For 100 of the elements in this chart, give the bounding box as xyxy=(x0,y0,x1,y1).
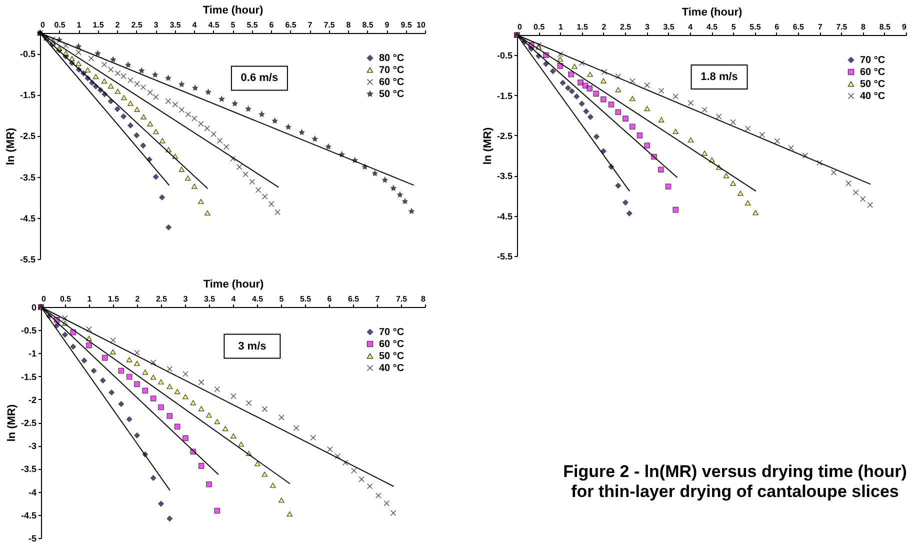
legend-label: 60 °C xyxy=(379,339,404,350)
x-tick-label: 8 xyxy=(421,294,426,304)
y-tick-label: -4.5 xyxy=(20,213,36,224)
x-tick-label: 1 xyxy=(87,294,92,304)
legend-label: 50 °C xyxy=(860,79,886,90)
x-tick-label: 7 xyxy=(308,20,313,30)
y-axis-title: ln (MR) xyxy=(482,127,494,165)
x-tick-label: 2.5 xyxy=(620,22,632,32)
x-tick-label: 8.5 xyxy=(879,22,891,32)
legend-label: 60 °C xyxy=(860,67,886,78)
x-tick-label: 0 xyxy=(42,294,46,304)
annotation: 3 m/s xyxy=(238,340,266,352)
x-tick-label: 2 xyxy=(135,294,140,304)
x-tick-label: 10 xyxy=(416,20,426,30)
legend-label: 70 °C xyxy=(379,65,404,76)
x-axis-title: Time (hour) xyxy=(682,6,742,18)
y-tick-label: -5 xyxy=(28,534,36,543)
annotation: 1.8 m/s xyxy=(700,70,738,83)
caption: Figure 2 - ln(MR) versus drying time (hour) for thin-layer drying of cantaloupe slices xyxy=(562,462,908,502)
y-tick-label: -2.5 xyxy=(20,131,36,142)
x-tick-label: 2 xyxy=(115,20,120,30)
y-tick-label: -1.5 xyxy=(20,372,36,382)
x-tick-label: 6.5 xyxy=(792,22,805,32)
legend-label: 70 °C xyxy=(379,327,404,338)
y-tick-label: -1.5 xyxy=(496,90,512,101)
legend-label: 40 °C xyxy=(860,91,886,102)
x-tick-label: 4 xyxy=(688,22,694,32)
x-tick-label: 6.5 xyxy=(285,20,297,30)
x-tick-label: 1 xyxy=(558,22,564,32)
annotation: 0.6 m/s xyxy=(240,72,278,84)
x-tick-label: 8.5 xyxy=(362,20,374,30)
x-tick-label: 3 xyxy=(183,294,188,304)
y-tick-label: -2.5 xyxy=(496,130,512,141)
y-tick-label: -3.5 xyxy=(20,464,36,474)
legend-label: 60 °C xyxy=(379,77,404,88)
y-tick-label: -0.5 xyxy=(496,50,512,61)
legend-label: 40 °C xyxy=(379,363,404,374)
y-tick-label: -3.5 xyxy=(496,171,512,182)
x-axis-title: Time (hour) xyxy=(203,278,264,290)
x-tick-label: 3 xyxy=(154,20,159,30)
x-tick-label: 0.5 xyxy=(54,20,66,30)
y-tick-label: -3.5 xyxy=(20,172,36,182)
x-tick-label: 8 xyxy=(346,20,352,30)
legend-label: 50 °C xyxy=(379,351,404,362)
x-tick-label: 7 xyxy=(818,22,823,32)
y-tick-label: 0 xyxy=(31,302,36,312)
y-tick-label: -5.5 xyxy=(496,252,512,262)
x-tick-label: 5 xyxy=(279,294,284,304)
x-tick-label: 8 xyxy=(861,22,866,32)
x-tick-label: 1 xyxy=(76,20,82,30)
y-tick-label: -2.5 xyxy=(20,418,36,428)
y-tick-label: -3 xyxy=(28,441,36,452)
x-tick-label: 3 xyxy=(644,22,650,32)
y-tick-label: -4.5 xyxy=(20,510,36,520)
x-tick-label: 3.5 xyxy=(170,20,182,30)
y-tick-label: -4 xyxy=(28,487,36,498)
x-tick-label: 4.5 xyxy=(252,294,264,304)
x-tick-label: 7.5 xyxy=(396,294,408,304)
y-tick-label: -0.5 xyxy=(20,326,36,336)
x-tick-label: 6.5 xyxy=(348,294,360,304)
legend-label: 80 °C xyxy=(379,53,404,64)
x-tick-label: 0 xyxy=(40,20,46,30)
y-tick-label: -5.5 xyxy=(20,254,36,264)
x-tick-label: 7.5 xyxy=(324,20,336,30)
legend-label: 50 °C xyxy=(379,89,404,100)
x-tick-label: 0.5 xyxy=(534,22,546,32)
x-tick-label: 5.5 xyxy=(750,22,762,32)
y-axis-title: ln (MR) xyxy=(6,404,18,442)
y-tick-label: -0.5 xyxy=(20,49,36,60)
x-tick-label: 1.5 xyxy=(576,22,588,32)
y-tick-label: -2 xyxy=(28,394,36,405)
x-tick-label: 5.5 xyxy=(300,294,312,304)
x-tick-label: 4 xyxy=(231,294,236,304)
y-tick-label: -4.5 xyxy=(496,211,512,222)
x-tick-label: 6 xyxy=(774,22,780,32)
x-tick-label: 0 xyxy=(518,22,522,32)
x-tick-label: 2.5 xyxy=(156,294,168,304)
x-tick-label: 5 xyxy=(230,20,236,30)
legend-label: 70 °C xyxy=(860,55,886,66)
x-tick-label: 9.5 xyxy=(400,20,412,30)
x-tick-label: 4.5 xyxy=(208,20,220,30)
x-tick-label: 1.5 xyxy=(108,294,120,304)
x-tick-label: 5.5 xyxy=(246,20,258,30)
x-tick-label: 3.5 xyxy=(204,294,216,304)
x-tick-label: 0.5 xyxy=(60,294,72,304)
y-tick-label: -1 xyxy=(28,348,36,359)
x-tick-label: 3.5 xyxy=(663,22,675,32)
x-tick-label: 9 xyxy=(384,20,390,30)
x-tick-label: 4.5 xyxy=(706,22,718,32)
y-axis-title: ln (MR) xyxy=(4,128,17,166)
x-tick-label: 7.5 xyxy=(836,22,848,32)
x-tick-label: 5 xyxy=(731,22,736,32)
x-tick-label: 4 xyxy=(192,20,198,30)
x-tick-label: 6 xyxy=(269,20,274,30)
x-axis-title: Time (hour) xyxy=(202,4,264,16)
x-tick-label: 2.5 xyxy=(131,20,143,30)
x-tick-label: 7 xyxy=(375,294,380,304)
x-tick-label: 2 xyxy=(602,22,607,32)
y-tick-label: -1.5 xyxy=(20,90,36,100)
x-tick-label: 9 xyxy=(902,22,908,32)
